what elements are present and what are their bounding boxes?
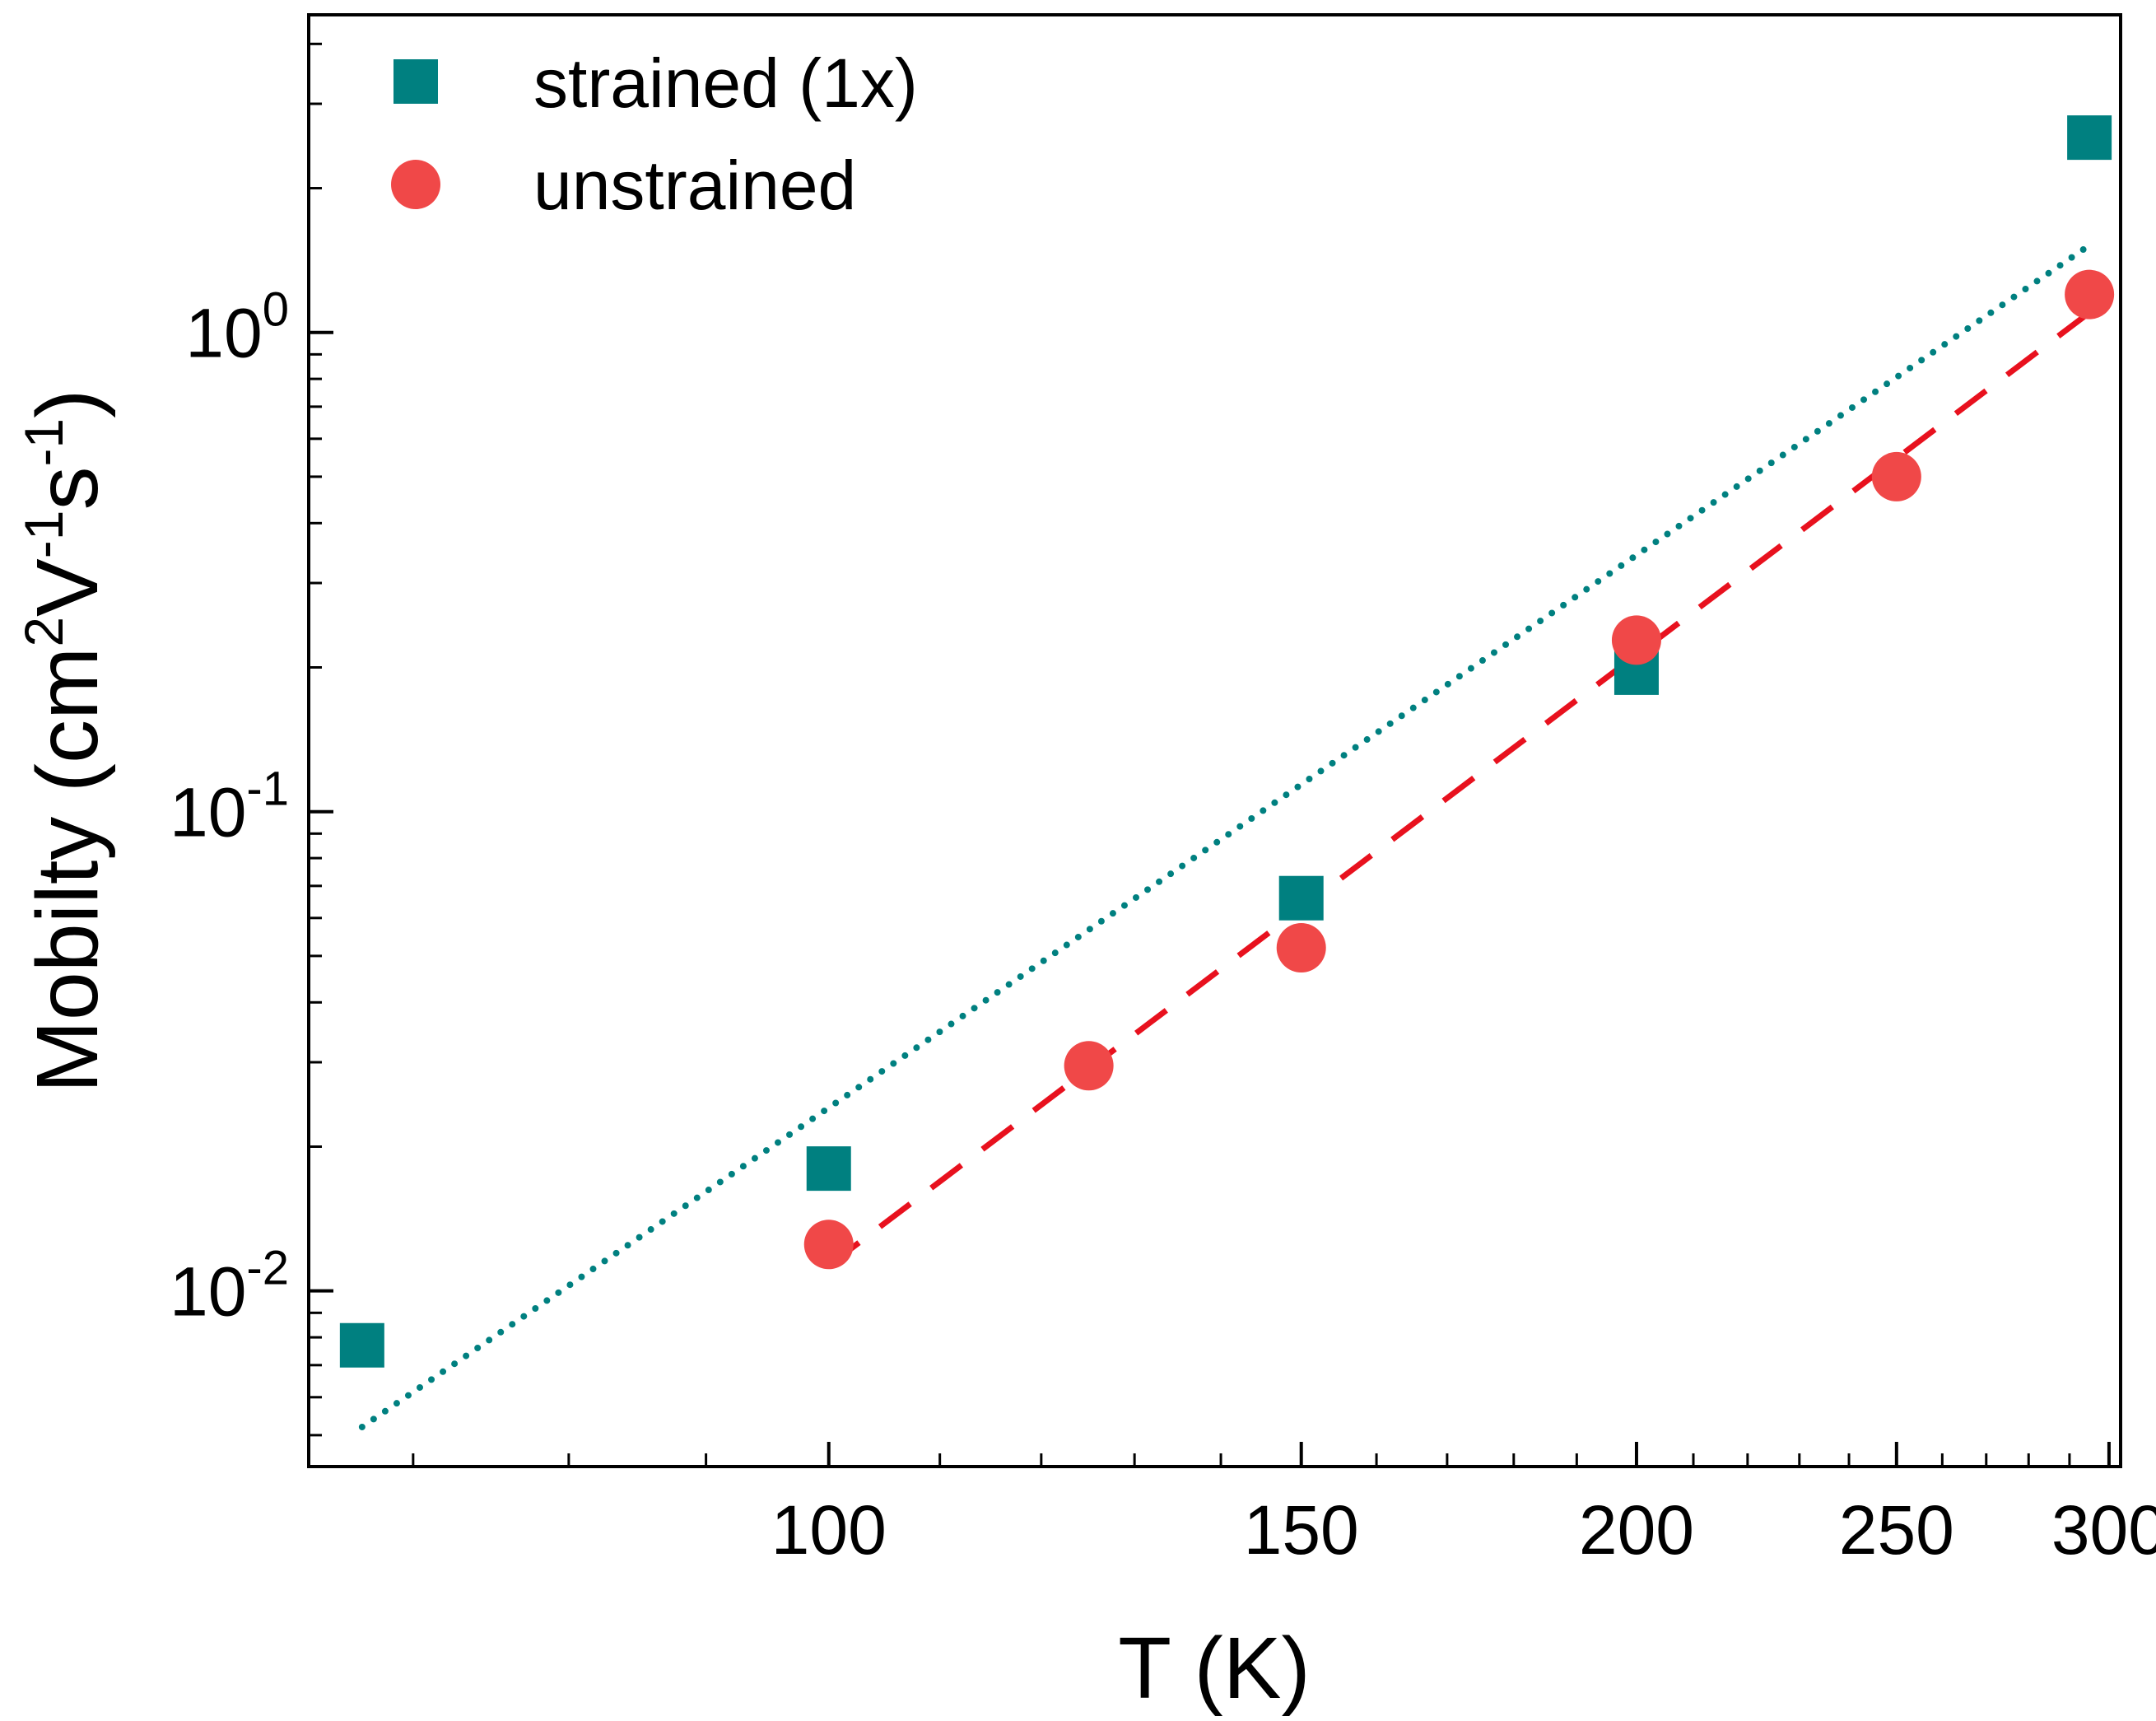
unstrained-data-point [1276, 922, 1326, 972]
y-tick-exponent: 0 [263, 283, 289, 337]
strained-data-point [806, 1146, 851, 1192]
unstrained-data-point [1064, 1041, 1114, 1091]
unstrained-data-point [1871, 451, 1921, 501]
unstrained-data-point [2065, 269, 2115, 319]
y-title-part: s [19, 467, 116, 511]
y-title-part: Mobilty (cm [19, 647, 116, 1094]
legend-marker-unstrained [391, 160, 440, 209]
unstrained-data-point [803, 1220, 854, 1270]
y-tick-label: 10-2 [170, 1242, 289, 1331]
minor-ticks [309, 42, 2071, 1467]
y-title-part: V [19, 558, 116, 617]
y-tick-exponent: -2 [246, 1242, 289, 1295]
y-title-part: ) [19, 389, 116, 418]
data-markers [339, 115, 2115, 1368]
y-tick-base: 10 [170, 1253, 246, 1331]
plot-frame [307, 13, 2122, 1468]
y-tick-base: 10 [170, 774, 246, 851]
y-title-sup: -1 [13, 511, 74, 559]
x-tick-label: 200 [1579, 1491, 1694, 1569]
strained-data-point [1278, 875, 1324, 921]
y-tick-label: 100 [185, 283, 289, 372]
x-tick-labels: 100 150 200 250 300 [771, 1491, 2156, 1569]
y-tick-label: 10-1 [170, 763, 289, 851]
fit-lines [358, 241, 2093, 1430]
y-title-sup: 2 [13, 617, 74, 647]
strained-data-point [2067, 115, 2112, 161]
x-tick-label: 150 [1244, 1491, 1359, 1569]
y-axis-title: Mobilty (cm2V-1s-1) [13, 389, 116, 1094]
legend-label-unstrained: unstrained [533, 147, 856, 224]
x-tick-label: 100 [771, 1491, 887, 1569]
x-tick-label: 300 [2051, 1491, 2156, 1569]
legend: strained (1x) unstrained [391, 44, 918, 224]
y-tick-base: 10 [185, 295, 262, 372]
unstrained-data-point [1611, 615, 1661, 665]
legend-label-strained: strained (1x) [533, 44, 918, 122]
y-title-sup: -1 [13, 418, 74, 467]
x-tick-label: 250 [1839, 1491, 1954, 1569]
major-ticks [309, 330, 2111, 1467]
strained-data-point [339, 1322, 384, 1368]
strained-fit-line [358, 241, 2093, 1430]
y-tick-exponent: -1 [246, 763, 289, 816]
legend-marker-strained [393, 59, 438, 104]
x-axis-title: T (K) [1118, 1620, 1311, 1717]
